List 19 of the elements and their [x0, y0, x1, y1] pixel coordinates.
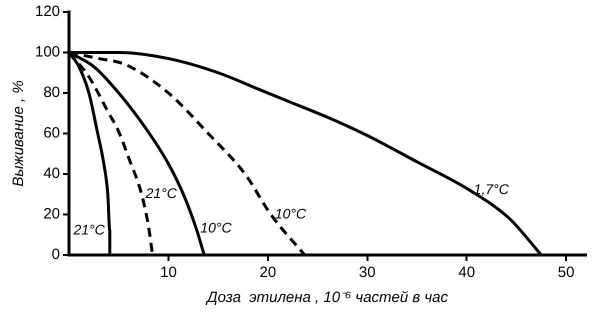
- series-label: 10°C: [200, 220, 232, 236]
- y-tick-label: 120: [34, 3, 60, 20]
- series-label: 1,7°C: [474, 181, 510, 198]
- x-tick-label: 10: [160, 264, 177, 282]
- y-tick-label: 40: [43, 165, 60, 182]
- x-axis-title: Доза этилена , 10⁻⁶ частей в час: [205, 289, 448, 306]
- y-tick-label: 100: [34, 44, 60, 61]
- x-tick-label: 40: [458, 264, 476, 282]
- x-tick-label: 20: [260, 264, 276, 282]
- y-tick-label: 80: [43, 84, 60, 102]
- series-label: 21°C: [72, 222, 106, 238]
- series-label: 10°C: [274, 205, 308, 222]
- y-tick-label: 20: [43, 206, 60, 223]
- series-label: 21°C: [144, 185, 178, 202]
- y-tick-label: 60: [43, 124, 60, 142]
- x-tick-label: 30: [358, 264, 376, 282]
- y-tick-label: 0: [52, 246, 60, 264]
- y-axis-title: Выживание , %: [10, 80, 28, 187]
- x-tick-label: 50: [558, 264, 574, 282]
